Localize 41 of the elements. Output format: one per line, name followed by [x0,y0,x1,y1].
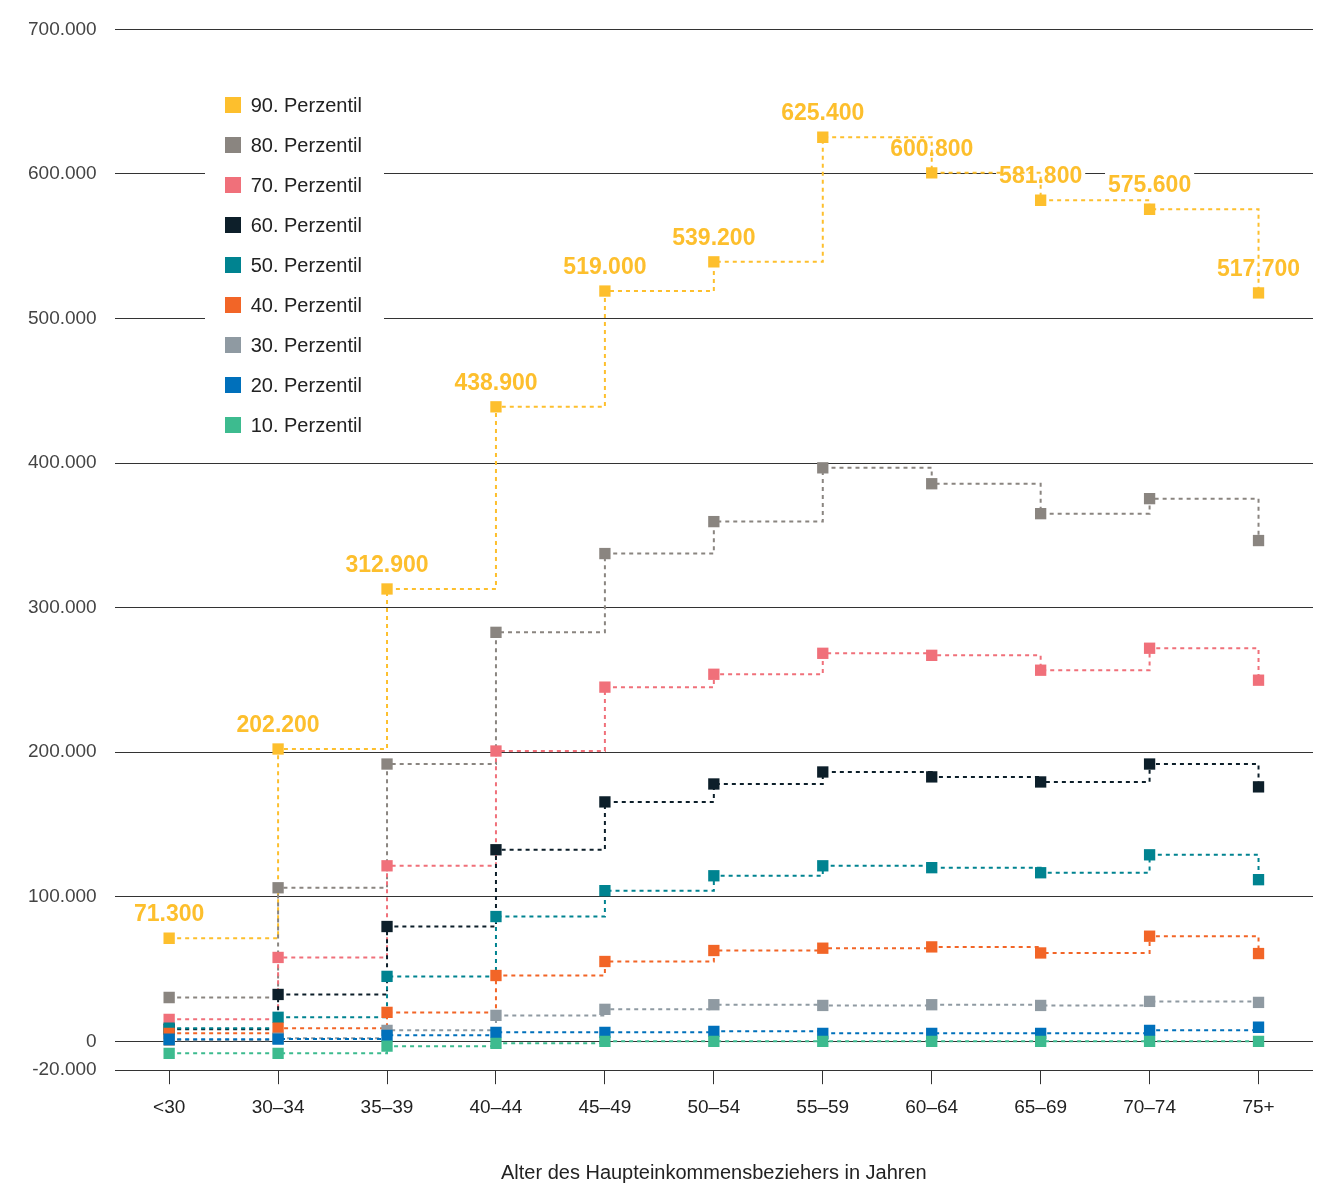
data-label: 539.200 [672,223,756,250]
y-tick-label: 100.000 [27,884,97,906]
x-tick-label: 50–54 [687,1095,741,1117]
data-label: 600.800 [890,134,974,161]
data-label: 71.300 [133,900,205,927]
legend-label: 60. Perzentil [250,213,362,237]
y-tick-label: 300.000 [27,595,97,617]
x-tick-label: <30 [153,1095,186,1117]
x-tick-label: 40–44 [469,1095,523,1117]
data-label: 519.000 [563,252,647,279]
y-tick-label: 500.000 [27,306,97,328]
x-tick-label: 55–59 [796,1095,850,1117]
legend-label: 90. Perzentil [250,93,362,117]
x-tick-label: 70–74 [1123,1095,1177,1117]
data-label: 625.400 [781,99,865,126]
y-tick-label: 0 [86,1029,97,1051]
data-label: 312.900 [345,550,429,577]
legend-label: 20. Perzentil [250,373,362,397]
x-tick-label: 45–49 [578,1095,632,1117]
y-tick-label: 400.000 [27,451,97,473]
legend-label: 30. Perzentil [250,333,362,357]
x-tick-label: 65–69 [1014,1095,1068,1117]
legend-label: 70. Perzentil [250,173,362,197]
x-tick-label: 35–39 [360,1095,414,1117]
y-tick-label: 600.000 [27,162,97,184]
y-tick-label: -20.000 [32,1058,97,1080]
data-label: 581.800 [999,162,1083,189]
data-label: 517.700 [1216,254,1301,281]
legend-label: 10. Perzentil [250,413,362,437]
legend-label: 40. Perzentil [250,293,362,317]
x-axis-title: Alter des Haupteinkommensbeziehers in Jahren [500,1160,927,1183]
x-tick-label: 75+ [1242,1095,1275,1117]
x-tick-label: 60–64 [905,1095,959,1117]
data-label: 202.200 [236,710,320,737]
y-tick-label: 200.000 [27,740,97,762]
y-tick-label: 700.000 [27,17,97,39]
x-tick-label: 30–34 [251,1095,305,1117]
legend-label: 50. Perzentil [250,253,362,277]
legend-label: 80. Perzentil [250,133,362,157]
data-label: 438.900 [454,368,538,395]
data-label: 575.600 [1108,171,1192,198]
